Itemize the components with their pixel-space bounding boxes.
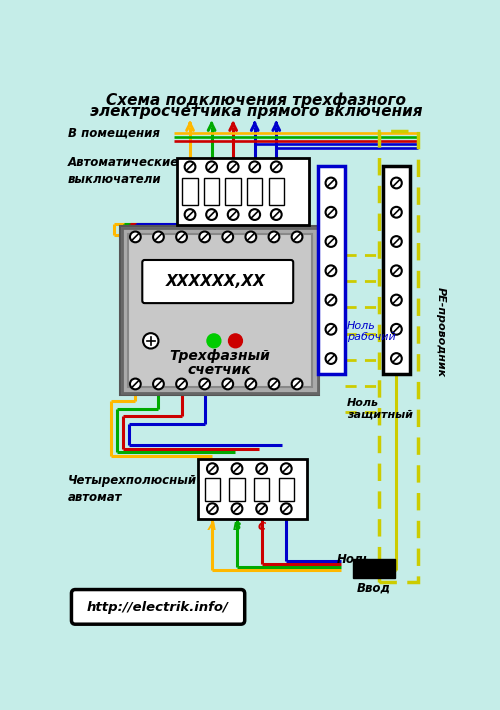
- Circle shape: [256, 463, 267, 474]
- Circle shape: [326, 324, 336, 334]
- Circle shape: [228, 161, 238, 173]
- FancyBboxPatch shape: [247, 178, 262, 205]
- Text: A: A: [208, 522, 216, 532]
- FancyBboxPatch shape: [230, 478, 244, 501]
- Circle shape: [153, 378, 164, 389]
- Text: Схема подключения трехфазного: Схема подключения трехфазного: [106, 93, 406, 109]
- Circle shape: [176, 378, 187, 389]
- Circle shape: [391, 266, 402, 276]
- Circle shape: [326, 178, 336, 188]
- Circle shape: [207, 503, 218, 514]
- Circle shape: [292, 231, 302, 242]
- Circle shape: [268, 231, 280, 242]
- Circle shape: [228, 209, 238, 220]
- Circle shape: [250, 161, 260, 173]
- Circle shape: [228, 334, 242, 348]
- Circle shape: [256, 503, 267, 514]
- Circle shape: [391, 324, 402, 334]
- Circle shape: [326, 207, 336, 218]
- Circle shape: [232, 503, 242, 514]
- Bar: [384, 166, 410, 374]
- Text: Трехфазный: Трехфазный: [169, 349, 270, 364]
- FancyBboxPatch shape: [177, 158, 310, 224]
- Circle shape: [206, 209, 217, 220]
- Circle shape: [271, 161, 281, 173]
- Circle shape: [222, 231, 233, 242]
- FancyBboxPatch shape: [120, 226, 320, 395]
- Circle shape: [391, 295, 402, 305]
- FancyBboxPatch shape: [198, 459, 307, 519]
- Circle shape: [391, 353, 402, 364]
- Circle shape: [246, 231, 256, 242]
- FancyBboxPatch shape: [278, 478, 294, 501]
- FancyBboxPatch shape: [204, 178, 220, 205]
- Circle shape: [391, 178, 402, 188]
- Text: Ноль: Ноль: [337, 553, 371, 566]
- Bar: [352, 559, 395, 578]
- Text: Ноль
рабочий: Ноль рабочий: [347, 321, 396, 342]
- Circle shape: [130, 231, 141, 242]
- Text: http://electrik.info/: http://electrik.info/: [87, 601, 229, 613]
- Circle shape: [246, 378, 256, 389]
- Circle shape: [326, 295, 336, 305]
- Circle shape: [326, 266, 336, 276]
- FancyBboxPatch shape: [254, 478, 270, 501]
- FancyBboxPatch shape: [72, 589, 244, 624]
- FancyBboxPatch shape: [204, 478, 220, 501]
- Circle shape: [200, 378, 210, 389]
- Text: РЕ-проводник: РЕ-проводник: [436, 287, 446, 377]
- Text: Четырехполюсный
автомат: Четырехполюсный автомат: [68, 474, 196, 504]
- Circle shape: [281, 463, 291, 474]
- Circle shape: [232, 463, 242, 474]
- Circle shape: [207, 334, 221, 348]
- Circle shape: [271, 209, 281, 220]
- FancyBboxPatch shape: [226, 178, 241, 205]
- Circle shape: [176, 231, 187, 242]
- Text: Ноль
защитный: Ноль защитный: [347, 398, 413, 420]
- FancyBboxPatch shape: [268, 178, 284, 205]
- Bar: [380, 131, 418, 582]
- Text: счетчик: счетчик: [188, 363, 252, 377]
- Circle shape: [281, 503, 291, 514]
- FancyBboxPatch shape: [182, 178, 198, 205]
- Text: В помещения: В помещения: [68, 126, 160, 139]
- Circle shape: [206, 161, 217, 173]
- Circle shape: [326, 236, 336, 247]
- Bar: [318, 166, 345, 374]
- Circle shape: [143, 333, 158, 349]
- Circle shape: [200, 231, 210, 242]
- Circle shape: [250, 209, 260, 220]
- Circle shape: [184, 161, 196, 173]
- Circle shape: [391, 207, 402, 218]
- Text: XXXXXX,XX: XXXXXX,XX: [166, 274, 266, 289]
- Circle shape: [268, 378, 280, 389]
- Text: C: C: [258, 522, 266, 532]
- FancyBboxPatch shape: [128, 234, 312, 387]
- FancyBboxPatch shape: [122, 228, 318, 393]
- Circle shape: [207, 463, 218, 474]
- Circle shape: [222, 378, 233, 389]
- Circle shape: [130, 378, 141, 389]
- Text: Автоматические
выключатели: Автоматические выключатели: [68, 156, 179, 187]
- FancyBboxPatch shape: [142, 260, 293, 303]
- Circle shape: [326, 353, 336, 364]
- Text: электросчетчика прямого включения: электросчетчика прямого включения: [90, 104, 422, 119]
- Circle shape: [391, 236, 402, 247]
- Text: B: B: [233, 522, 241, 532]
- Circle shape: [153, 231, 164, 242]
- Circle shape: [292, 378, 302, 389]
- Text: Ввод: Ввод: [357, 582, 391, 595]
- Circle shape: [184, 209, 196, 220]
